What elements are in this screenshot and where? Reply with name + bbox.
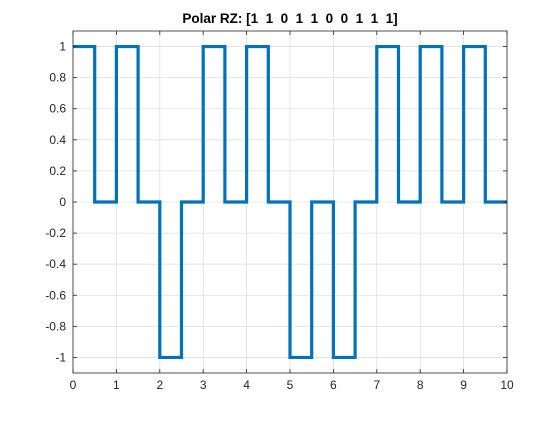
y-tick-labels: -1 -0.8 -0.6 -0.4 -0.2 0 0.2 0.4 0.6 0.8 1: [45, 40, 66, 365]
chart-title: Polar RZ: [1 1 0 1 1 0 0 1 1 1]: [182, 11, 397, 26]
x-tick-label: 3: [200, 378, 207, 392]
y-tick-label: 0.6: [49, 102, 66, 116]
x-tick-label: 1: [113, 378, 120, 392]
x-tick-label: 5: [287, 378, 294, 392]
y-tick-label: -0.8: [45, 319, 66, 333]
x-tick-label: 2: [156, 378, 163, 392]
y-tick-label: -1: [55, 350, 66, 364]
y-tick-label: 0.2: [49, 164, 66, 178]
x-tick-label: 6: [330, 378, 337, 392]
y-tick-label: -0.6: [45, 288, 66, 302]
x-tick-label: 9: [460, 378, 467, 392]
y-tick-label: 0: [59, 195, 66, 209]
x-tick-label: 0: [70, 378, 77, 392]
x-tick-label: 8: [417, 378, 424, 392]
series-line: [73, 44, 507, 360]
y-tick-label: 1: [59, 40, 66, 54]
y-tick-label: 0.8: [49, 71, 66, 85]
x-tick-labels: 0 1 2 3 4 5 6 7 8 9 10: [70, 378, 514, 392]
x-tick-label: 7: [373, 378, 380, 392]
x-tick-label: 10: [500, 378, 514, 392]
series-layer: [73, 44, 507, 360]
y-tick-label: -0.2: [45, 226, 66, 240]
x-tick-label: 4: [243, 378, 250, 392]
y-tick-label: -0.4: [45, 257, 66, 271]
y-tick-label: 0.4: [49, 133, 66, 147]
ticks: [72, 31, 508, 373]
